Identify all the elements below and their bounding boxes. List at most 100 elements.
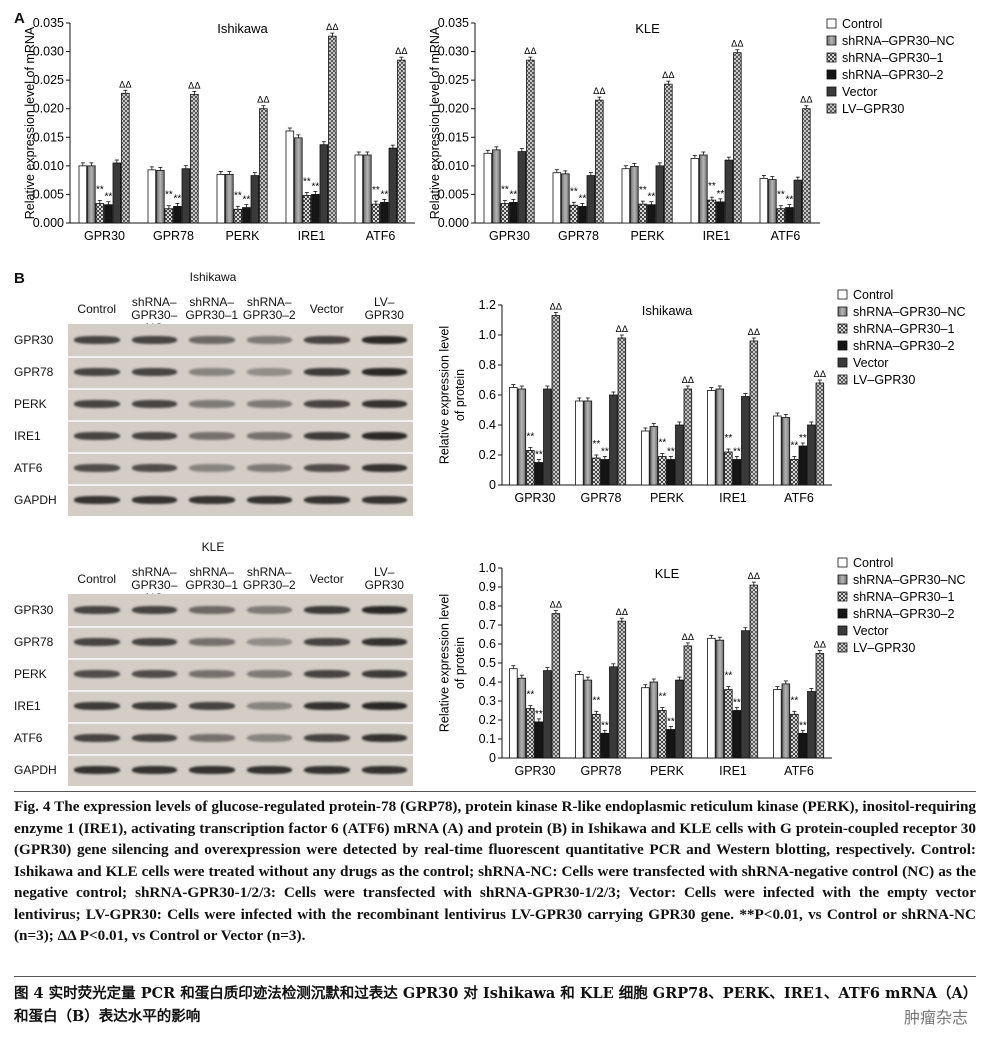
blot-row-label: GPR30 bbox=[14, 603, 54, 617]
bar bbox=[354, 154, 364, 224]
blot-column-label: LV– GPR30 bbox=[364, 295, 404, 322]
y-tick-label: 0 bbox=[489, 478, 496, 492]
blot-strip-separator bbox=[68, 754, 413, 756]
bar bbox=[87, 165, 96, 224]
blot-column-label: shRNA– GPR30–2 bbox=[242, 565, 296, 592]
blot-band bbox=[361, 336, 407, 344]
x-tick-label: GPR78 bbox=[153, 229, 194, 243]
legend-swatch bbox=[826, 69, 837, 80]
bar bbox=[664, 83, 673, 224]
significance-marker: ΔΔ bbox=[550, 601, 563, 611]
caption-text: Fig. 4 The expression levels of glucose-… bbox=[14, 798, 976, 944]
significance-marker: ** bbox=[647, 192, 655, 203]
blot-band bbox=[131, 638, 177, 646]
significance-marker: ** bbox=[601, 447, 609, 458]
y-tick-label: 0.6 bbox=[479, 637, 496, 651]
bar bbox=[798, 732, 808, 759]
bar bbox=[216, 174, 226, 224]
y-tick-label: 0.005 bbox=[33, 187, 64, 201]
bar bbox=[675, 679, 684, 759]
bar bbox=[294, 137, 303, 224]
blot-band bbox=[131, 670, 177, 678]
x-tick-label: IRE1 bbox=[719, 491, 747, 505]
blot-band bbox=[361, 734, 407, 742]
blot-band bbox=[189, 670, 235, 678]
watermark: 肿瘤杂志 bbox=[903, 1008, 968, 1027]
bar bbox=[517, 677, 527, 759]
blot-column-label: Vector bbox=[309, 572, 344, 586]
legend-swatch bbox=[837, 591, 848, 602]
blot-band bbox=[74, 464, 120, 472]
bar bbox=[592, 713, 601, 759]
bar bbox=[773, 689, 782, 759]
x-tick-label: ATF6 bbox=[366, 229, 396, 243]
bar bbox=[78, 165, 88, 224]
blot-band bbox=[304, 336, 350, 344]
blot-band bbox=[74, 496, 120, 504]
bar bbox=[173, 206, 182, 224]
blot-band bbox=[304, 368, 350, 376]
blot-column-label: Control bbox=[77, 302, 117, 316]
y-tick-label: 0.030 bbox=[438, 45, 469, 59]
bar bbox=[638, 203, 648, 224]
bar bbox=[776, 208, 786, 224]
y-tick-label: 0.020 bbox=[33, 102, 64, 116]
bar bbox=[621, 168, 631, 224]
western-blot-ishikawa: IshikawaControlshRNA–GPR30–NCshRNA–GPR30… bbox=[12, 268, 414, 518]
bar bbox=[707, 637, 716, 759]
blot-band bbox=[189, 734, 235, 742]
blot-band bbox=[246, 464, 292, 472]
bar bbox=[492, 149, 501, 224]
blot-strip-separator bbox=[68, 722, 413, 724]
y-tick-label: 0.8 bbox=[479, 599, 496, 613]
significance-marker: ** bbox=[777, 190, 785, 201]
significance-marker: ΔΔ bbox=[593, 87, 606, 97]
legend-swatch bbox=[837, 557, 848, 568]
bar bbox=[790, 459, 799, 486]
significance-marker: ** bbox=[639, 185, 647, 196]
bar bbox=[707, 390, 716, 486]
legend-label: shRNA–GPR30–2 bbox=[842, 68, 943, 82]
blot-column-label: LV– GPR30 bbox=[364, 565, 404, 592]
western-blot-kle: KLEControlshRNA–GPR30–NCshRNA–GPR30–1shR… bbox=[12, 538, 414, 788]
bar bbox=[569, 204, 579, 224]
y-axis-label: Relative expression level of protein bbox=[438, 326, 468, 464]
bar bbox=[483, 152, 493, 224]
bar bbox=[749, 340, 759, 486]
bar bbox=[617, 337, 627, 486]
legend-swatch bbox=[837, 625, 848, 636]
bar bbox=[641, 430, 650, 486]
blot-band bbox=[131, 766, 177, 774]
blot-row-label: GAPDH bbox=[14, 763, 57, 777]
x-tick-label: ATF6 bbox=[784, 491, 814, 505]
x-tick-label: PERK bbox=[630, 229, 665, 243]
y-axis-label: Relative expression level of protein bbox=[438, 594, 468, 732]
y-tick-label: 0.6 bbox=[479, 388, 496, 402]
bar bbox=[781, 683, 791, 759]
blot-band bbox=[361, 464, 407, 472]
bar bbox=[733, 52, 742, 224]
y-tick-label: 0.4 bbox=[479, 418, 496, 432]
legend-label: LV–GPR30 bbox=[853, 373, 915, 387]
bar bbox=[715, 388, 725, 486]
blot-title: KLE bbox=[201, 540, 225, 554]
bar bbox=[630, 166, 639, 224]
y-tick-label: 1.2 bbox=[479, 298, 496, 312]
significance-marker: ** bbox=[667, 447, 675, 458]
significance-marker: ** bbox=[733, 698, 741, 709]
blot-band bbox=[74, 400, 120, 408]
significance-marker: ** bbox=[592, 439, 600, 450]
bar bbox=[807, 424, 816, 486]
bar bbox=[609, 394, 618, 486]
bar bbox=[561, 173, 570, 224]
significance-marker: ** bbox=[380, 189, 388, 200]
legend-label: shRNA–GPR30–1 bbox=[842, 51, 943, 65]
significance-marker: ** bbox=[173, 193, 181, 204]
bar bbox=[807, 691, 816, 759]
y-tick-label: 0 bbox=[489, 751, 496, 765]
blot-band bbox=[246, 606, 292, 614]
blot-band bbox=[74, 336, 120, 344]
blot-strip-separator bbox=[68, 484, 413, 486]
bar bbox=[526, 708, 535, 759]
legend-label: shRNA–GPR30–NC bbox=[853, 305, 966, 319]
